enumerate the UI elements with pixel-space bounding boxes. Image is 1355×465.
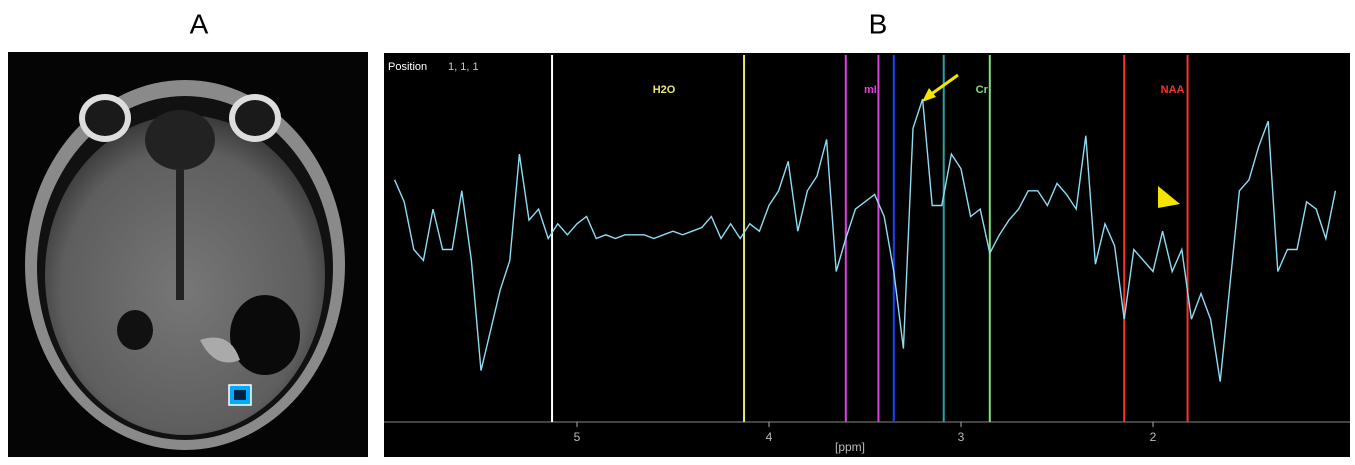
annotations — [922, 73, 1180, 208]
plot-area — [384, 53, 1350, 457]
plot: 5 4 3 2 H2O mI Cr NAA — [393, 55, 1337, 444]
x-tick-label: 5 — [574, 430, 581, 444]
arrowhead-marker — [1158, 186, 1180, 208]
x-tick-label: 4 — [766, 430, 773, 444]
panel-label: B — [869, 8, 888, 39]
reference-label: H2O — [653, 84, 676, 96]
spectrum-line — [393, 98, 1337, 382]
position-value: 1, 1, 1 — [448, 61, 479, 73]
panel-label: A — [190, 8, 209, 39]
reference-label: NAA — [1161, 84, 1185, 96]
reference-label: mI — [864, 84, 877, 96]
position-label: Position — [388, 61, 427, 73]
x-axis-label: [ppm] — [835, 440, 865, 454]
x-tick-label: 2 — [1150, 430, 1157, 444]
x-tick-label: 3 — [958, 430, 965, 444]
mri-image — [8, 52, 368, 457]
arrow-head — [922, 88, 936, 102]
reference-label: Cr — [976, 84, 989, 96]
arrow — [929, 73, 959, 97]
